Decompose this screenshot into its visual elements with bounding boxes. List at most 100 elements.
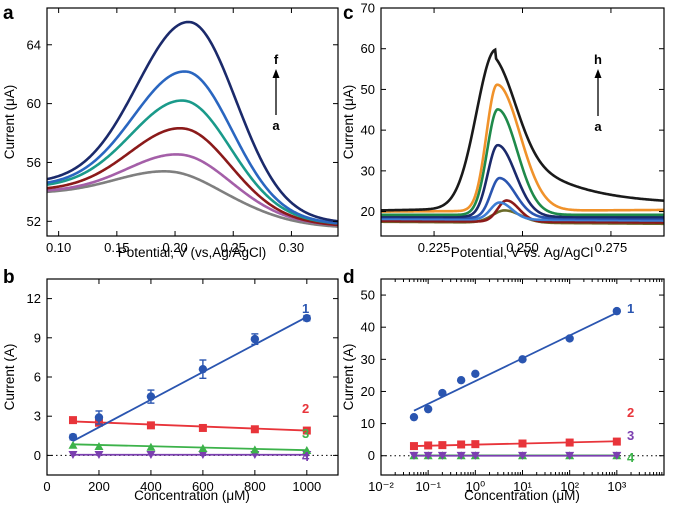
- panel-a-annot-bottom: a: [272, 118, 280, 133]
- panel-d-ytick-label: 0: [368, 448, 375, 463]
- panel-d-xtick-label: 10⁻²: [368, 479, 394, 494]
- panel-a-ytick-label: 60: [27, 96, 41, 111]
- panel-d-chart: d 10⁻² 10⁻¹ 10⁰ 10¹ 10² 10³ 0 10 20 30 40 50 Concen…: [341, 267, 665, 503]
- panel-b-ytick-label: 3: [34, 409, 41, 424]
- panel-b-series-2-fit: [72, 420, 307, 432]
- panel-a-arrow-head: [272, 69, 280, 78]
- panel-d-series-2-point: [471, 440, 480, 449]
- panel-b-series-3-point: [198, 444, 208, 453]
- panel-b-series-3-label: 3: [302, 426, 309, 441]
- panel-b-series-2-point: [302, 426, 311, 435]
- panel-d-xlabel: Concentration (μM): [464, 488, 580, 503]
- panel-b-series-1-fit: [72, 316, 308, 442]
- panel-d-series-2-point: [565, 438, 574, 447]
- panel-c-ytick-label: 50: [361, 82, 375, 97]
- panel-a-xtick-label: 0.25: [221, 240, 246, 255]
- panel-a-xtick-label: 0.20: [162, 240, 187, 255]
- panel-b-label: b: [3, 267, 15, 288]
- panel-d-series-1-point: [456, 376, 466, 385]
- panel-d-series-2-label: 2: [627, 405, 634, 420]
- panel-c-series-f-line: [381, 108, 664, 217]
- panel-c-arrow-head: [594, 69, 602, 78]
- panel-b-series-3-point: [68, 440, 78, 449]
- panel-c-xtick-label: 0.250: [506, 240, 539, 255]
- panel-b-series-1-point: [146, 392, 156, 401]
- panel-a-ylabel: Current (μA): [2, 85, 17, 160]
- panel-a-series-b-line: [47, 153, 338, 227]
- panel-d-series-2-point: [612, 437, 621, 446]
- panel-d-ytick-label: 10: [361, 416, 375, 431]
- panel-b-ytick-label: 12: [27, 291, 41, 306]
- panel-a-xtick-label: 0.30: [279, 240, 304, 255]
- panel-a-frame: [46, 7, 339, 237]
- panel-b-xtick-label: 800: [244, 479, 266, 494]
- panel-b-series-3-point: [302, 445, 312, 454]
- panel-c-series-h-line: [381, 47, 664, 212]
- panel-d-series-3-point: [565, 451, 575, 460]
- panel-d-xtick-label: 10¹: [513, 479, 532, 494]
- panel-b-series-1-point: [250, 334, 260, 344]
- panel-b-series-1-point: [302, 314, 312, 323]
- panel-a-ytick-label: 64: [27, 37, 41, 52]
- panel-a-series-f-line: [47, 20, 338, 223]
- panel-a-chart: a 0.10 0.15 0.20 0.25 0.30 52 56 60 64 Potential…: [2, 3, 339, 260]
- panel-d-series-1-point: [438, 388, 447, 398]
- panel-a-xtick-label: 0.10: [46, 240, 71, 255]
- panel-d-series-2-point: [424, 441, 433, 450]
- panel-c-ytick-label: 70: [361, 1, 375, 16]
- panel-d-series-2-point: [457, 440, 466, 449]
- panel-c-series-e-line: [381, 143, 664, 219]
- panel-b-series-2-point: [250, 425, 259, 434]
- panel-a-series-d-line: [47, 99, 338, 225]
- panel-d-xtick-label: 10⁰: [465, 479, 485, 494]
- panel-d-series-2-point: [409, 442, 418, 451]
- panel-b-series-2-point: [68, 416, 77, 425]
- panel-c-xtick-label: 0.275: [595, 240, 628, 255]
- panel-b-series-3-point: [146, 442, 156, 451]
- panel-c-series-g-line: [381, 83, 664, 213]
- panel-d-series-1-fit: [413, 311, 618, 412]
- panel-c-label: c: [343, 3, 354, 24]
- panel-a-series-a-line: [47, 170, 338, 228]
- panel-b-series-2-point: [146, 421, 155, 430]
- panel-d-series-1-point: [565, 334, 574, 343]
- panel-d-ytick-label: 30: [361, 352, 375, 367]
- panel-d-ylabel: Current (A): [341, 344, 356, 411]
- panel-d-series-3-point: [423, 451, 433, 460]
- panel-d-series-3-point: [518, 451, 527, 460]
- panel-c-series-c-line: [381, 201, 664, 222]
- panel-d-ytick-label: 50: [361, 288, 375, 303]
- panel-b-series-3-point: [94, 442, 104, 451]
- panel-d-xtick-label: 10²: [560, 479, 579, 494]
- panel-b-series-1-point: [68, 432, 78, 442]
- panel-b-series-3-fit: [72, 443, 307, 452]
- panel-d-series-2-point: [518, 439, 527, 448]
- panel-d-series-1-point: [409, 412, 419, 422]
- panel-d-series-3-point: [456, 451, 466, 460]
- panel-d-label: d: [343, 267, 355, 288]
- panel-d-series-1-point: [612, 306, 622, 316]
- panel-d-ytick-label: 40: [361, 320, 375, 335]
- panel-a-ytick-label: 56: [27, 155, 41, 170]
- panel-b-series-4-point: [146, 450, 156, 459]
- panel-a-annot-top: f: [274, 52, 279, 67]
- panel-c-ytick-label: 30: [361, 163, 375, 178]
- panel-d-series-1-point: [518, 355, 527, 364]
- panel-b-xtick-label: 1000: [292, 479, 321, 494]
- panel-d-series-3-point: [470, 451, 480, 460]
- panel-b-ytick-label: 9: [34, 330, 41, 345]
- panel-d-series-2-point: [438, 441, 447, 450]
- panel-c-xlabel: Potential, V vs. Ag/AgCl: [451, 245, 594, 260]
- panel-c-annot-bottom: a: [594, 119, 602, 134]
- panel-d-series-1-point: [423, 404, 433, 414]
- panel-b-series-3-point: [250, 445, 260, 454]
- panel-c-ytick-label: 40: [361, 123, 375, 138]
- panel-b-xtick-label: 400: [140, 479, 162, 494]
- panel-d-series-2-fit: [413, 440, 617, 447]
- panel-b-ytick-label: 0: [34, 448, 41, 463]
- panel-d-series-3-label: 3: [627, 428, 634, 443]
- panel-d-series-3-point: [409, 451, 419, 460]
- panel-c-series-b-line: [381, 199, 664, 224]
